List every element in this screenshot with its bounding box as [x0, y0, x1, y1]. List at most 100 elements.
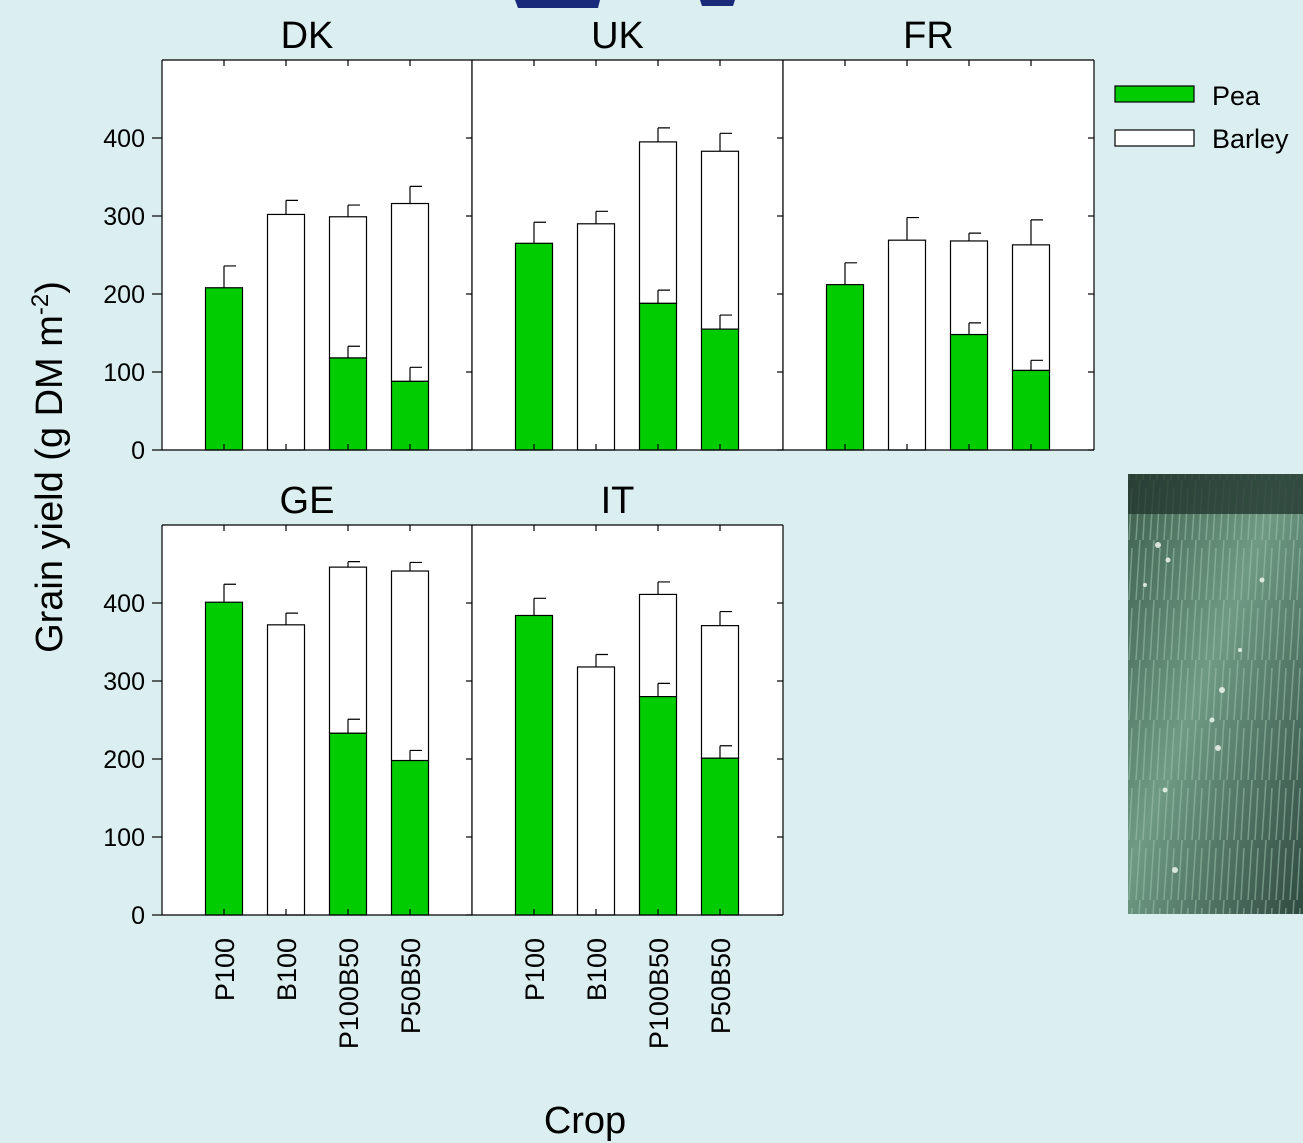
bar-barley-it-b100 — [576, 666, 616, 916]
error-bar-total-ge-b100 — [285, 612, 298, 625]
panel-title-ge: GE — [280, 480, 335, 522]
x-tick-label-p50b50: P50B50 — [396, 938, 426, 1034]
bar-pea-dk-p50b50 — [390, 380, 430, 451]
y-tick-label: 300 — [103, 668, 145, 696]
x-tick-label-p100: P100 — [520, 938, 550, 1001]
error-bar-total-fr-p100b50 — [968, 232, 981, 241]
error-bar-pea-ge-p100 — [223, 583, 236, 603]
error-bar-total-fr-b100 — [906, 216, 919, 241]
panel-dk: DK — [161, 15, 473, 451]
bar-pea-ge-p50b50 — [390, 759, 430, 916]
x-tick-label-p100: P100 — [210, 938, 240, 1001]
panel-title-it: IT — [601, 480, 635, 522]
bar-barley-it-p50b50 — [700, 625, 740, 759]
panel-it: IT — [471, 480, 784, 916]
bar-barley-ge-p50b50 — [390, 570, 430, 762]
bar-barley-dk-p50b50 — [390, 202, 430, 382]
y-tick-label: 100 — [103, 359, 145, 387]
cropped-title-remnant — [515, 0, 600, 8]
bar-pea-dk-p100 — [204, 287, 244, 451]
legend-label-barley: Barley — [1212, 124, 1289, 154]
bar-pea-uk-p50b50 — [700, 328, 740, 451]
bar-barley-fr-p50b50 — [1011, 244, 1051, 372]
panel-title-fr: FR — [903, 15, 954, 57]
y-axis-title: Grain yield (g DM m-2) — [27, 281, 71, 653]
x-axis-title: Crop — [544, 1100, 626, 1142]
legend-swatch-pea — [1114, 85, 1195, 103]
bar-pea-ge-p100 — [204, 601, 244, 916]
bar-pea-it-p100b50 — [638, 695, 678, 916]
legend-label-pea: Pea — [1212, 81, 1261, 111]
bar-pea-ge-p100b50 — [328, 732, 368, 916]
y-tick-label: 0 — [131, 437, 145, 465]
error-bar-total-uk-b100 — [595, 210, 608, 224]
panel-uk: UK — [471, 15, 784, 451]
y-tick-label: 200 — [103, 746, 145, 774]
x-tick-label-p100b50: P100B50 — [644, 938, 674, 1049]
y-tick-label: 100 — [103, 824, 145, 852]
y-tick-label: 300 — [103, 203, 145, 231]
error-bar-pea-uk-p100b50 — [657, 289, 670, 304]
error-bar-pea-dk-p100b50 — [347, 345, 360, 358]
error-bar-pea-dk-p50b50 — [409, 366, 422, 382]
error-bar-total-uk-p50b50 — [719, 132, 732, 152]
cropped-title-remnant-2 — [700, 0, 735, 6]
error-bar-total-ge-p50b50 — [409, 561, 422, 572]
error-bar-pea-uk-p100 — [533, 221, 546, 244]
field-photo — [1128, 474, 1303, 914]
bar-pea-it-p100 — [514, 614, 554, 916]
axes: 0 100 200 300 400 0 100 200 300 400 P100 B100 P100B5… — [103, 125, 736, 1049]
error-bar-pea-ge-p50b50 — [409, 749, 422, 761]
panel-fr: FR — [782, 15, 1095, 451]
error-bar-pea-uk-p50b50 — [719, 314, 732, 330]
error-bar-pea-dk-p100 — [223, 265, 236, 288]
error-bar-total-it-p100b50 — [657, 581, 670, 595]
bar-pea-fr-p100 — [825, 284, 865, 451]
panel-title-uk: UK — [591, 15, 644, 57]
bar-barley-it-p100b50 — [638, 593, 678, 698]
flower-dots — [1143, 542, 1265, 873]
bar-pea-fr-p50b50 — [1011, 369, 1051, 451]
panel-ge: GE — [161, 480, 473, 916]
bar-barley-dk-p100b50 — [328, 216, 368, 359]
legend-swatch-barley — [1114, 129, 1195, 147]
bar-barley-ge-b100 — [266, 624, 306, 916]
bar-barley-fr-p100b50 — [949, 240, 989, 336]
error-bar-total-dk-b100 — [285, 199, 298, 215]
bar-pea-it-p50b50 — [700, 757, 740, 916]
bar-pea-fr-p100b50 — [949, 333, 989, 451]
error-bar-pea-ge-p100b50 — [347, 718, 360, 734]
error-bar-total-uk-p100b50 — [657, 127, 670, 142]
error-bar-pea-it-p100 — [533, 597, 546, 616]
error-bar-pea-fr-p100 — [844, 262, 857, 285]
panels: DK UK FR GE IT — [161, 15, 1095, 916]
panel-title-dk: DK — [281, 15, 334, 57]
bar-barley-uk-p50b50 — [700, 150, 740, 330]
bar-barley-uk-p100b50 — [638, 141, 678, 304]
error-bar-total-it-b100 — [595, 653, 608, 667]
error-bar-pea-fr-p100b50 — [968, 322, 981, 335]
y-tick-label: 0 — [131, 902, 145, 930]
x-tick-label-p50b50: P50B50 — [706, 938, 736, 1034]
bar-barley-uk-b100 — [576, 223, 616, 451]
error-bar-pea-it-p50b50 — [719, 745, 732, 759]
bar-barley-fr-b100 — [887, 239, 927, 451]
bar-barley-dk-b100 — [266, 213, 306, 451]
error-bar-pea-it-p100b50 — [657, 682, 670, 697]
error-bar-total-it-p50b50 — [719, 610, 732, 626]
bar-barley-ge-p100b50 — [328, 566, 368, 734]
error-bar-pea-fr-p50b50 — [1030, 359, 1043, 371]
x-tick-label-b100: B100 — [582, 938, 612, 1001]
x-tick-label-p100b50: P100B50 — [334, 938, 364, 1049]
legend: Pea Barley — [1114, 81, 1289, 154]
error-bar-total-dk-p50b50 — [409, 185, 422, 204]
y-tick-label: 400 — [103, 125, 145, 153]
y-tick-label: 200 — [103, 281, 145, 309]
y-tick-label: 400 — [103, 590, 145, 618]
bar-pea-dk-p100b50 — [328, 357, 368, 451]
error-bar-total-ge-p100b50 — [347, 561, 360, 568]
x-tick-label-b100: B100 — [272, 938, 302, 1001]
error-bar-total-fr-p50b50 — [1030, 219, 1043, 245]
bar-pea-uk-p100b50 — [638, 302, 678, 451]
